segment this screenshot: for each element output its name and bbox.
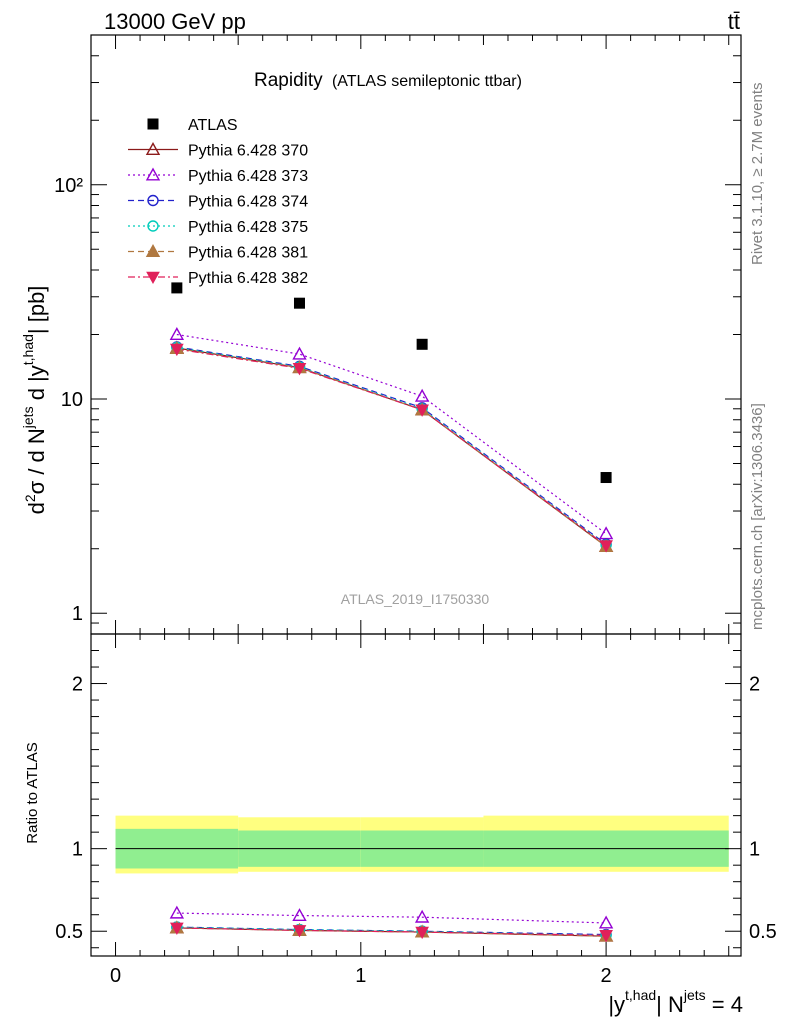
main-point-6-2 [415,404,429,417]
ratio-y-tick-label: 1 [72,839,83,861]
x-tick-label: 1 [355,965,366,987]
main-series-line-2 [176,333,607,535]
legend-marker-1 [145,142,161,156]
rivet-label: Rivet 3.1.10, ≥ 2.7M events [749,83,766,266]
main-series-line-3 [176,346,607,545]
main-y-tick-label: 10² [54,175,83,197]
legend-label-5: Pythia 6.428 381 [188,245,308,262]
ratio-series-line-1 [176,912,607,924]
main-series-line-6 [176,348,607,547]
legend-label-0: ATLAS [188,117,238,134]
analysis-id: ATLAS_2019_I1750330 [341,591,490,607]
ratio-y-tick-label: 0.5 [55,921,83,943]
ratio-point-1-3 [598,915,614,929]
axes: 0 1 2 1 10 10² 0.5 0.5 1 1 2 2 [54,34,777,987]
ratio-y-tick-label-right: 1 [749,839,760,861]
plot-title-main: Rapidity [254,70,323,91]
ratio-point-1-1 [292,908,307,922]
legend-label-3: Pythia 6.428 374 [188,194,308,211]
ratio-panel-frame [90,633,742,957]
legend-marker-4 [147,220,159,232]
main-point-2-3 [598,526,614,540]
main-point-0-2 [416,338,428,350]
main-point-0-0 [171,282,183,294]
main-y-axis-label: d2σ / d Njets d |yt,had| [pb] [20,286,49,515]
main-point-2-1 [292,346,307,360]
ratio-point-5-1 [292,925,307,938]
ratio-point-5-2 [415,926,429,940]
legend-label-4: Pythia 6.428 375 [188,219,308,236]
main-point-6-0 [169,343,184,357]
legend-label-2: Pythia 6.428 373 [188,168,308,185]
main-point-2-2 [414,388,430,402]
main-point-6-1 [292,363,307,376]
ratio-series-line-3 [176,926,607,936]
main-point-0-3 [600,472,612,484]
legend-marker-6 [146,271,160,285]
x-tick-label: 2 [601,965,612,987]
plot-title-sub: (ATLAS semileptonic ttbar) [332,73,522,90]
plot-title: Rapidity (ATLAS semileptonic ttbar) [254,70,522,91]
main-series-line-1 [176,347,607,547]
ratio-y-axis-label: Ratio to ATLAS [24,742,41,843]
main-series-line-5 [176,347,607,547]
legend: ATLAS Pythia 6.428 370 Pythia 6.428 373 Pyt… [128,117,308,287]
legend-marker-0 [147,118,159,130]
process-label: tt̄ [728,9,740,34]
ratio-point-1-2 [414,909,430,923]
main-y-tick-label: 1 [72,603,83,625]
ratio-series-line-2 [176,926,607,936]
legend-label-1: Pythia 6.428 370 [188,143,308,160]
main-point-0-1 [293,297,305,309]
x-tick-label: 0 [110,965,121,987]
ratio-point-5-3 [599,930,613,943]
legend-marker-5 [145,244,161,257]
ratio-y-tick-label: 2 [72,674,83,696]
main-point-6-3 [599,540,613,553]
x-axis-label: |yt,had| Njets = 4 [608,987,743,1017]
energy-label: 13000 GeV pp [104,9,246,34]
legend-label-6: Pythia 6.428 382 [188,270,308,287]
series-markers [169,282,614,943]
ratio-point-5-0 [169,922,184,935]
main-series-line-4 [176,346,607,546]
ratio-y-tick-label-right: 2 [749,674,760,696]
ratio-series-line-5 [176,927,607,936]
legend-marker-3 [147,194,159,207]
legend-marker-2 [145,167,161,181]
main-y-tick-label: 10 [61,389,83,411]
main-point-2-0 [169,327,185,340]
uncertainty-bands [115,815,729,874]
mcplots-label: mcplots.cern.ch [arXiv:1306.3436] [749,403,766,630]
series-lines [176,333,607,937]
ratio-y-tick-label-right: 0.5 [749,921,777,943]
ratio-point-1-0 [169,905,185,919]
